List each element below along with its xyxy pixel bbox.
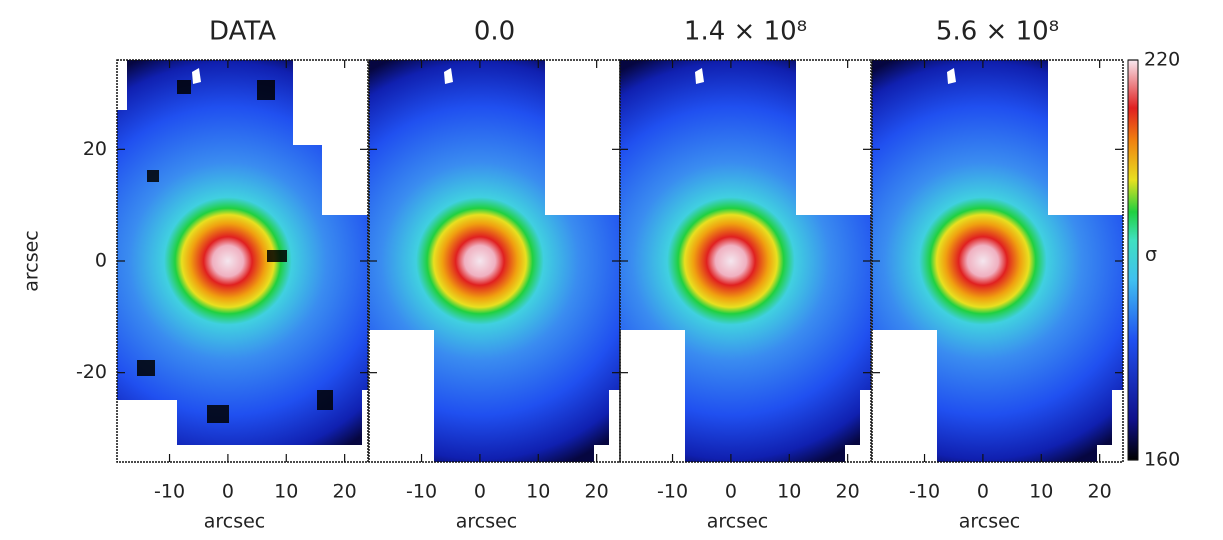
x-tick-label: 10 (274, 481, 298, 503)
noise-patch (257, 80, 275, 100)
star-mask (444, 68, 453, 84)
sigma-map (117, 60, 368, 445)
x-tick-label: 20 (585, 481, 609, 503)
x-tick-label: 10 (526, 481, 550, 503)
x-axis-label: arcsec (204, 511, 266, 533)
panel-title: 5.6 × 10⁸ (936, 17, 1059, 47)
x-tick-label: -10 (657, 481, 688, 503)
map (117, 60, 368, 445)
sigma-map (872, 60, 1123, 462)
x-tick-label: -10 (406, 481, 437, 503)
x-tick-label: 0 (474, 481, 486, 503)
y-tick-label: 0 (95, 250, 107, 272)
x-tick-label: 20 (333, 481, 357, 503)
colorbar (1127, 59, 1139, 461)
noise-patch (317, 390, 333, 410)
colorbar-tick-label: 160 (1144, 449, 1180, 471)
noise-patch (207, 405, 229, 423)
map (872, 60, 1123, 462)
x-axis-label: arcsec (456, 511, 518, 533)
panel-title: 0.0 (474, 17, 515, 47)
noise-patch (177, 80, 191, 94)
colorbar-label: σ (1145, 244, 1157, 266)
map (620, 60, 871, 462)
x-axis-label: arcsec (707, 511, 769, 533)
x-axis-label: arcsec (959, 511, 1021, 533)
noise-patch (267, 250, 287, 262)
panel-title: DATA (209, 17, 276, 47)
x-tick-label: -10 (909, 481, 940, 503)
x-tick-label: 0 (977, 481, 989, 503)
colorbar-tick-label: 220 (1144, 49, 1180, 71)
star-mask (947, 68, 956, 84)
y-tick-label: -20 (76, 361, 107, 383)
y-axis-label: arcsec (21, 230, 43, 292)
star-mask (192, 68, 201, 84)
x-tick-label: 20 (836, 481, 860, 503)
x-tick-label: 10 (1029, 481, 1053, 503)
noise-patch (147, 170, 159, 182)
x-tick-label: 0 (222, 481, 234, 503)
sigma-map (369, 60, 620, 462)
x-tick-label: 20 (1088, 481, 1112, 503)
x-tick-label: 10 (777, 481, 801, 503)
map (369, 60, 620, 462)
sigma-map (620, 60, 871, 462)
x-tick-label: 0 (725, 481, 737, 503)
star-mask (695, 68, 704, 84)
panel-title: 1.4 × 10⁸ (684, 17, 807, 47)
x-tick-label: -10 (154, 481, 185, 503)
y-tick-label: 20 (83, 138, 107, 160)
noise-patch (137, 360, 155, 376)
